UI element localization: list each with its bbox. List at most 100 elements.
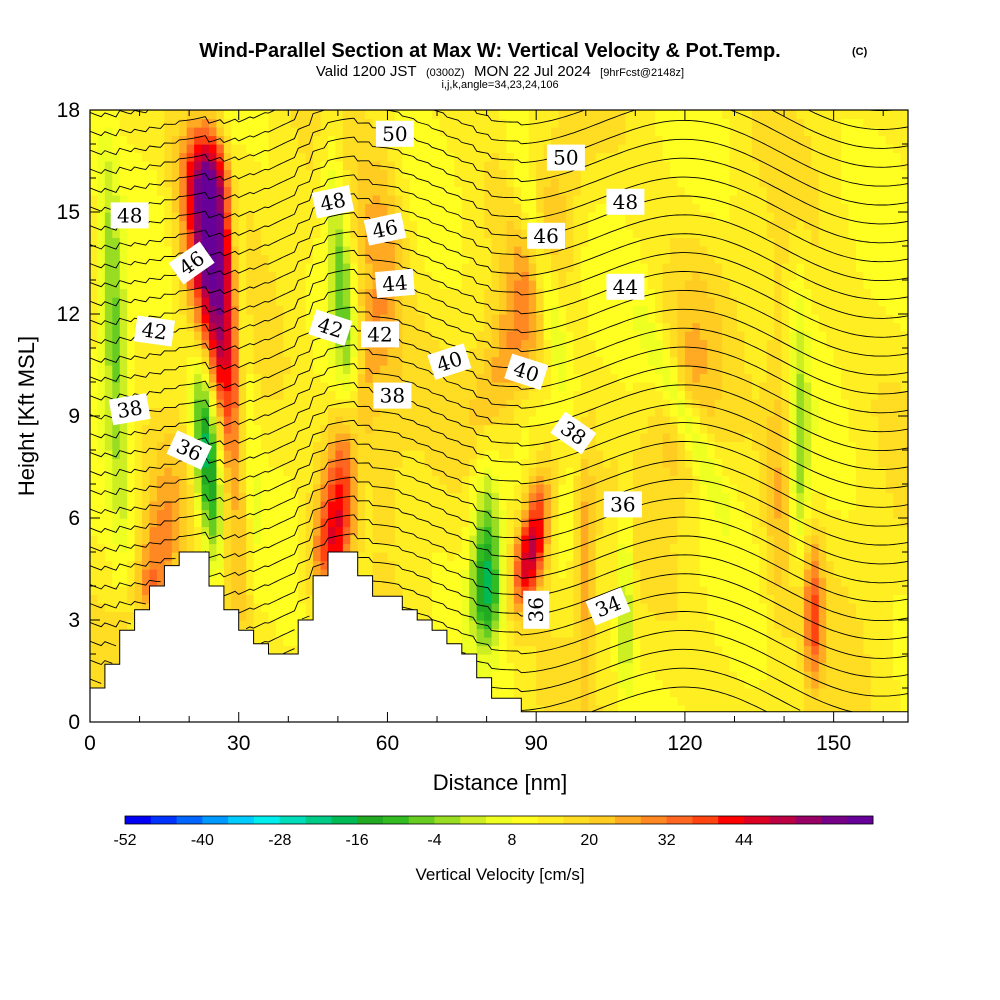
velocity-cell (506, 450, 515, 460)
velocity-cell (506, 416, 515, 426)
velocity-cell (238, 365, 247, 375)
velocity-cell (640, 569, 649, 579)
velocity-cell (134, 467, 143, 477)
velocity-cell (543, 577, 552, 587)
velocity-cell (365, 569, 374, 579)
velocity-cell (796, 560, 805, 570)
velocity-cell (186, 407, 195, 417)
velocity-cell (603, 475, 612, 485)
velocity-cell (90, 484, 99, 494)
velocity-cell (142, 509, 151, 519)
velocity-cell (186, 518, 195, 528)
velocity-cell (722, 509, 731, 519)
velocity-cell (833, 620, 842, 630)
velocity-cell (595, 679, 604, 689)
velocity-cell (164, 416, 173, 426)
velocity-cell (722, 535, 731, 545)
velocity-cell (885, 441, 894, 451)
velocity-cell (156, 509, 165, 519)
velocity-cell (261, 458, 270, 468)
velocity-cell (223, 569, 232, 579)
velocity-cell (231, 407, 240, 417)
velocity-cell (595, 535, 604, 545)
velocity-cell (603, 552, 612, 562)
velocity-cell (394, 569, 403, 579)
velocity-cell (662, 467, 671, 477)
velocity-cell (893, 382, 902, 392)
velocity-cell (372, 535, 381, 545)
velocity-cell (744, 399, 753, 409)
velocity-cell (543, 424, 552, 434)
velocity-cell (588, 671, 597, 681)
velocity-cell (796, 416, 805, 426)
velocity-cell (112, 467, 121, 477)
velocity-cell (476, 356, 485, 366)
velocity-cell (119, 577, 128, 587)
velocity-cell (878, 637, 887, 647)
velocity-cell (402, 339, 411, 349)
velocity-cell (878, 577, 887, 587)
velocity-cell (699, 535, 708, 545)
velocity-cell (491, 458, 500, 468)
velocity-cell (736, 577, 745, 587)
velocity-cell (729, 569, 738, 579)
velocity-cell (610, 348, 619, 358)
velocity-cell (380, 424, 389, 434)
velocity-cell (774, 535, 783, 545)
velocity-cell (900, 526, 908, 536)
velocity-cell (744, 433, 753, 443)
velocity-cell (900, 441, 908, 451)
velocity-cell (796, 467, 805, 477)
velocity-cell (432, 586, 441, 596)
velocity-cell (870, 688, 879, 698)
velocity-cell (290, 501, 299, 511)
velocity-cell (677, 475, 686, 485)
velocity-cell (736, 611, 745, 621)
velocity-cell (320, 441, 329, 451)
velocity-cell (565, 484, 574, 494)
velocity-cell (833, 696, 842, 706)
velocity-cell (722, 526, 731, 536)
velocity-cell (194, 475, 203, 485)
velocity-cell (655, 611, 664, 621)
velocity-cell (283, 433, 292, 443)
velocity-cell (766, 467, 775, 477)
velocity-cell (565, 637, 574, 647)
velocity-cell (320, 560, 329, 570)
velocity-cell (662, 441, 671, 451)
velocity-cell (268, 518, 277, 528)
velocity-cell (491, 620, 500, 630)
velocity-cell (156, 458, 165, 468)
velocity-cell (781, 492, 790, 502)
velocity-cell (736, 526, 745, 536)
velocity-cell (610, 407, 619, 417)
velocity-cell (818, 441, 827, 451)
velocity-cell (402, 484, 411, 494)
velocity-cell (893, 433, 902, 443)
velocity-cell (855, 407, 864, 417)
velocity-cell (684, 518, 693, 528)
velocity-cell (216, 348, 225, 358)
velocity-cell (127, 569, 136, 579)
velocity-cell (127, 475, 136, 485)
velocity-cell (841, 594, 850, 604)
velocity-cell (417, 450, 426, 460)
velocity-cell (893, 645, 902, 655)
velocity-cell (781, 365, 790, 375)
velocity-cell (432, 492, 441, 502)
velocity-cell (796, 356, 805, 366)
velocity-cell (119, 331, 128, 341)
velocity-cell (454, 416, 463, 426)
velocity-cell (684, 560, 693, 570)
velocity-cell (789, 399, 798, 409)
velocity-cell (305, 501, 314, 511)
velocity-cell (632, 645, 641, 655)
velocity-cell (156, 569, 165, 579)
velocity-cell (283, 501, 292, 511)
velocity-cell (588, 509, 597, 519)
velocity-cell (781, 433, 790, 443)
velocity-cell (223, 433, 232, 443)
velocity-cell (610, 382, 619, 392)
velocity-cell (848, 679, 857, 689)
velocity-cell (387, 373, 396, 383)
